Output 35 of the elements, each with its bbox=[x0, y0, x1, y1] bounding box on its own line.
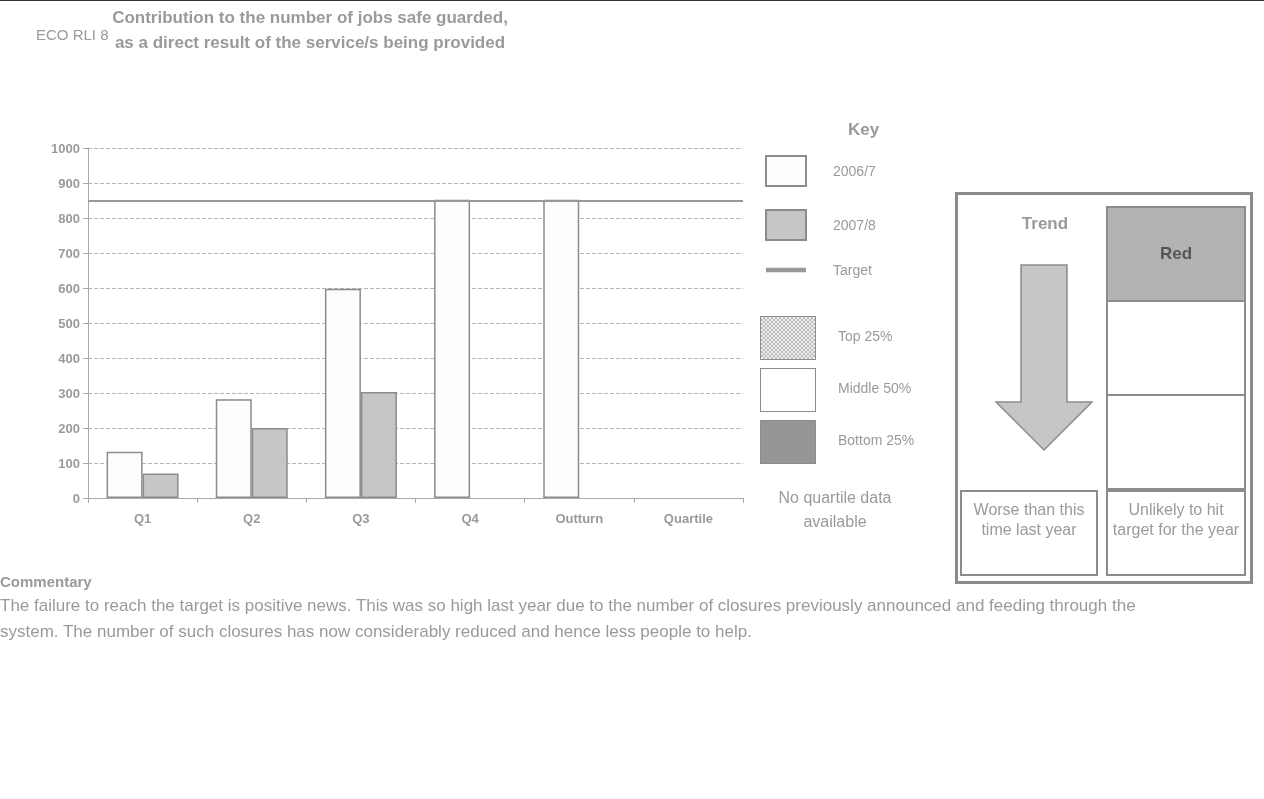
text: Red bbox=[1106, 206, 1246, 302]
x-tick-label: Q4 bbox=[461, 511, 480, 526]
y-tick-label: 100 bbox=[58, 455, 80, 471]
x-tick-label: Q1 bbox=[133, 511, 152, 526]
bar bbox=[434, 199, 471, 498]
chart-title: Contribution to the number of jobs safe guarded, as a direct result of the service/s being provided bbox=[111, 7, 509, 54]
x-tick-label: Quartile bbox=[663, 511, 713, 526]
text: The failure to reach the target is positive news. This was so high last year due to the number of closures previously announced and feeding through the system. The number of such closures has now considerably reduced and hence less people to help. bbox=[0, 595, 1137, 643]
text: Commentary bbox=[0, 573, 92, 590]
text: Trend bbox=[1020, 214, 1070, 234]
text: Unlikely to hit target for the year bbox=[1106, 490, 1246, 576]
text: ECO RLI 8 bbox=[36, 26, 109, 43]
text: Middle 50% bbox=[838, 380, 912, 396]
y-tick-label: 500 bbox=[58, 315, 80, 331]
x-tick-label: Outturn bbox=[555, 511, 604, 526]
y-tick-label: 600 bbox=[58, 280, 80, 296]
y-tick-label: 300 bbox=[58, 385, 80, 401]
y-tick-label: 0 bbox=[72, 490, 80, 506]
y-tick-label: 700 bbox=[58, 245, 80, 261]
legend-label: 2007/8 bbox=[833, 217, 877, 233]
y-tick-label: 800 bbox=[58, 210, 80, 226]
legend-title: Key bbox=[848, 120, 880, 140]
legend-label: Target bbox=[833, 262, 873, 278]
x-tick-label: Q3 bbox=[352, 511, 370, 526]
y-tick-label: 1000 bbox=[51, 140, 80, 156]
legend-label: 2006/7 bbox=[833, 163, 877, 179]
bar bbox=[543, 199, 580, 498]
x-tick-label: Q2 bbox=[243, 511, 261, 526]
text: No quartile data available bbox=[777, 488, 893, 532]
text: Bottom 25% bbox=[838, 432, 915, 448]
text: Top 25% bbox=[838, 328, 893, 344]
y-tick-label: 400 bbox=[58, 350, 80, 366]
y-tick-label: 200 bbox=[58, 420, 80, 436]
text: Worse than this time last year bbox=[960, 490, 1098, 576]
y-tick-label: 900 bbox=[58, 175, 80, 191]
